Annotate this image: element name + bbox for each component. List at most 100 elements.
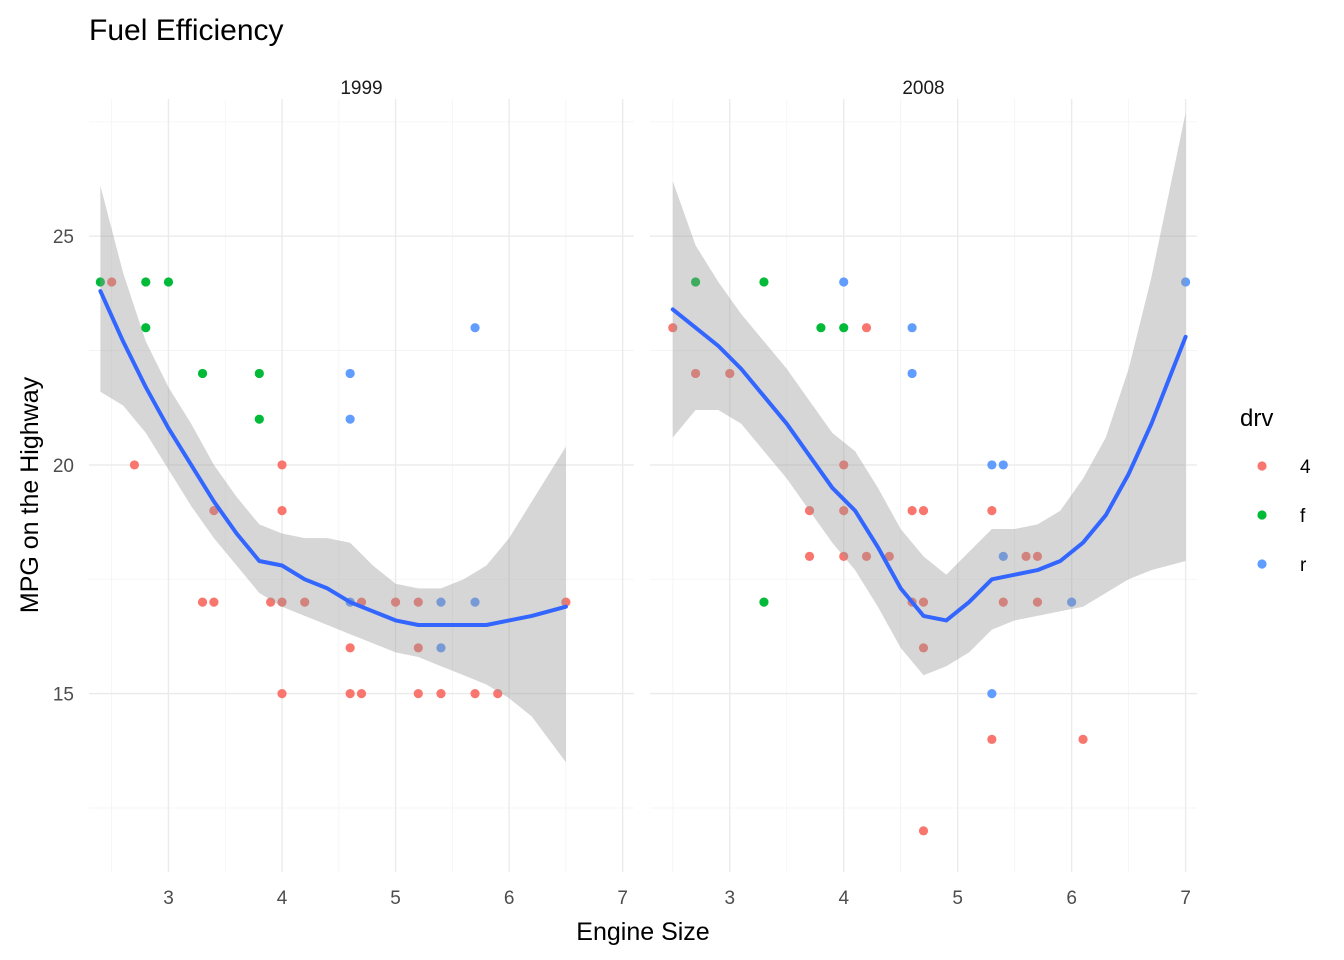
data-point-f [690, 277, 701, 287]
data-point-r [907, 368, 917, 379]
x-tick-label: 3 [163, 888, 174, 909]
data-point-4 [839, 506, 849, 516]
data-point-4 [907, 506, 917, 516]
data-point-r [998, 551, 1008, 561]
data-point-r [987, 460, 997, 470]
data-point-4 [804, 551, 815, 561]
x-tick-label: 5 [390, 888, 401, 909]
legend-key-f [1257, 510, 1267, 520]
x-axis-title: Engine Size [576, 918, 709, 946]
facet-strip-label: 1999 [340, 78, 382, 99]
data-point-4 [998, 597, 1008, 607]
data-point-4 [413, 643, 423, 653]
data-point-4 [804, 506, 815, 516]
data-point-4 [918, 597, 929, 607]
data-point-4 [107, 277, 117, 287]
data-point-4 [436, 689, 446, 699]
data-point-r [470, 323, 480, 333]
data-point-4 [1032, 597, 1043, 607]
data-point-f [141, 323, 151, 333]
data-point-f [95, 277, 105, 287]
data-point-f [759, 597, 769, 607]
data-point-4 [839, 551, 849, 561]
data-point-4 [1021, 551, 1031, 561]
data-point-4 [129, 460, 140, 470]
legend-title: drv [1240, 405, 1273, 432]
legend-label-4: 4 [1300, 457, 1311, 478]
x-tick-label: 7 [1180, 888, 1191, 909]
data-point-4 [861, 551, 872, 561]
smooth-trend-line [98, 289, 568, 627]
data-point-f [839, 323, 849, 333]
y-tick-label: 25 [53, 227, 74, 248]
data-point-4 [690, 368, 701, 379]
data-point-f [254, 368, 264, 379]
data-point-4 [884, 551, 894, 561]
data-point-4 [493, 689, 503, 699]
y-tick-label: 15 [53, 685, 74, 706]
data-point-r [1181, 277, 1191, 287]
facet-panels: 1999 3 4 5 6 7 15 20 25 2008 3 4 5 6 7 [53, 78, 1197, 909]
data-point-f [759, 277, 769, 287]
x-tick-label: 5 [952, 888, 963, 909]
data-point-4 [266, 597, 276, 607]
data-point-r [987, 689, 997, 699]
legend-key-4 [1257, 461, 1267, 471]
data-point-4 [277, 689, 287, 699]
x-tick-label: 6 [504, 888, 515, 909]
data-point-r [436, 597, 446, 607]
data-point-4 [470, 689, 480, 699]
facet-panel-1999: 1999 3 4 5 6 7 15 20 25 [53, 78, 634, 909]
data-point-4 [209, 597, 219, 607]
data-point-4 [561, 597, 571, 607]
data-point-4 [300, 597, 310, 607]
x-tick-label: 6 [1066, 888, 1077, 909]
data-point-f [163, 277, 174, 287]
data-point-4 [345, 643, 355, 653]
data-point-4 [987, 734, 997, 744]
legend-key-r [1257, 559, 1267, 569]
data-point-r [345, 368, 355, 379]
data-point-4 [918, 826, 929, 836]
data-point-r [345, 414, 355, 424]
data-point-r [907, 323, 917, 333]
data-point-f [254, 414, 264, 424]
data-point-4 [277, 460, 287, 470]
data-point-4 [918, 643, 929, 653]
confidence-ribbon [672, 112, 1186, 676]
data-point-4 [277, 506, 287, 516]
x-tick-label: 7 [617, 888, 628, 909]
y-axis-title: MPG on the Highway [16, 376, 44, 613]
data-point-r [436, 643, 446, 653]
data-point-4 [861, 323, 872, 333]
data-point-4 [197, 597, 208, 607]
data-point-r [470, 597, 480, 607]
data-point-4 [918, 506, 929, 516]
legend-label-r: r [1300, 555, 1307, 576]
data-point-4 [1078, 734, 1088, 744]
facet-strip-label: 2008 [902, 78, 944, 99]
x-tick-label: 3 [724, 888, 735, 909]
data-point-r [998, 460, 1008, 470]
data-point-4 [277, 597, 287, 607]
legend-label-f: f [1300, 506, 1306, 527]
smooth-trend-line [670, 307, 1188, 623]
legend: drv 4 f r [1240, 405, 1311, 576]
data-point-4 [356, 689, 367, 699]
data-point-f [816, 323, 826, 333]
data-point-4 [668, 323, 678, 333]
data-point-f [141, 277, 151, 287]
data-point-4 [725, 368, 735, 379]
data-point-f [197, 368, 208, 379]
confidence-ribbon [100, 185, 566, 763]
data-point-4 [413, 689, 423, 699]
y-tick-label: 20 [53, 456, 74, 477]
data-point-4 [345, 689, 355, 699]
data-point-4 [839, 460, 849, 470]
x-tick-label: 4 [838, 888, 849, 909]
data-point-4 [987, 506, 997, 516]
data-point-4 [390, 597, 401, 607]
data-point-4 [1032, 551, 1043, 561]
facet-panel-2008: 2008 3 4 5 6 7 [650, 78, 1197, 909]
